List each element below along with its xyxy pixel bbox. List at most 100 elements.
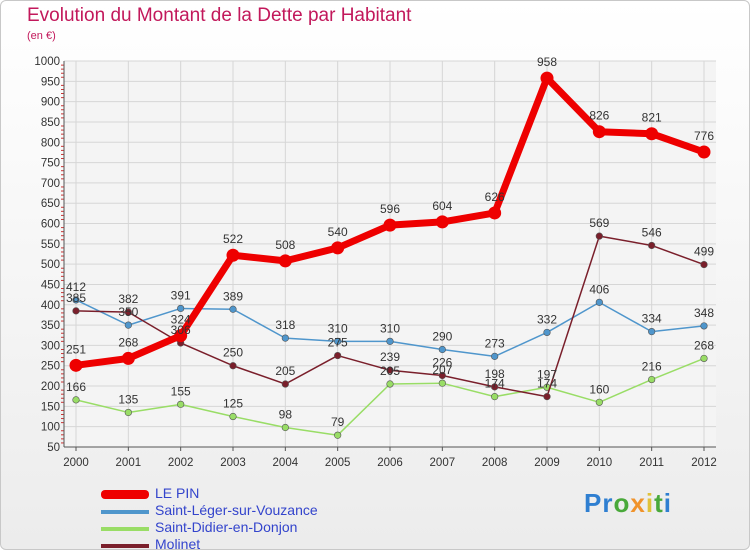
y-tick-label: 850 bbox=[41, 117, 60, 129]
legend-label: Saint-Léger-sur-Vouzance bbox=[155, 502, 318, 518]
data-point bbox=[648, 328, 656, 336]
data-point bbox=[383, 218, 397, 232]
data-label: 268 bbox=[694, 338, 714, 352]
data-label: 174 bbox=[537, 377, 557, 391]
data-label: 125 bbox=[223, 397, 243, 411]
legend-swatch bbox=[101, 544, 149, 548]
data-label: 268 bbox=[118, 335, 138, 349]
data-point bbox=[700, 322, 708, 330]
x-tick-label: 2003 bbox=[220, 457, 246, 469]
y-tick-label: 650 bbox=[41, 198, 60, 210]
legend-swatch bbox=[101, 490, 149, 499]
x-tick-label: 2006 bbox=[377, 457, 403, 469]
data-point bbox=[124, 308, 132, 316]
y-tick-label: 150 bbox=[41, 401, 60, 413]
y-tick-label: 700 bbox=[41, 178, 60, 190]
data-label: 776 bbox=[694, 129, 714, 143]
data-point bbox=[124, 408, 132, 417]
data-point bbox=[72, 307, 80, 315]
data-label: 135 bbox=[118, 392, 138, 406]
data-label: 205 bbox=[380, 364, 400, 378]
data-point bbox=[386, 366, 394, 374]
x-tick-label: 2008 bbox=[482, 457, 508, 469]
data-label: 197 bbox=[537, 367, 557, 381]
y-tick-label: 450 bbox=[41, 279, 60, 291]
data-point bbox=[72, 396, 80, 404]
data-label: 626 bbox=[485, 190, 505, 204]
data-point bbox=[491, 383, 499, 391]
y-tick-label: 300 bbox=[41, 340, 60, 352]
data-label: 958 bbox=[537, 55, 557, 69]
data-label: 166 bbox=[66, 380, 86, 394]
data-label: 275 bbox=[328, 336, 348, 350]
data-point bbox=[595, 398, 603, 406]
data-label: 596 bbox=[380, 202, 400, 216]
data-point bbox=[72, 296, 80, 304]
data-point bbox=[438, 379, 446, 387]
data-point bbox=[281, 423, 289, 432]
x-tick-label: 2001 bbox=[116, 457, 142, 469]
data-label: 174 bbox=[485, 377, 505, 391]
data-point bbox=[69, 358, 83, 372]
y-tick-label: 50 bbox=[47, 442, 60, 454]
data-label: 98 bbox=[279, 407, 293, 421]
x-tick-label: 2011 bbox=[639, 457, 664, 469]
legend-swatch bbox=[101, 510, 149, 514]
data-point bbox=[592, 125, 606, 139]
data-label: 508 bbox=[275, 238, 295, 252]
data-point bbox=[595, 232, 603, 240]
data-point bbox=[595, 298, 603, 306]
legend-swatch bbox=[101, 527, 149, 531]
data-label: 198 bbox=[485, 367, 505, 381]
x-tick-label: 2002 bbox=[168, 457, 194, 469]
data-point bbox=[229, 362, 237, 370]
data-point bbox=[334, 351, 342, 360]
chart-title: Evolution du Montant de la Dette par Hab… bbox=[27, 5, 412, 26]
data-point bbox=[121, 351, 135, 365]
data-label: 406 bbox=[589, 282, 609, 296]
data-point bbox=[331, 241, 345, 255]
data-label: 310 bbox=[328, 321, 348, 335]
data-label: 385 bbox=[66, 291, 86, 305]
chart-subtitle: (en €) bbox=[27, 30, 56, 42]
data-label: 826 bbox=[589, 109, 609, 123]
y-tick-label: 800 bbox=[41, 137, 60, 149]
data-label: 540 bbox=[328, 225, 348, 239]
data-label: 324 bbox=[171, 313, 191, 327]
data-label: 290 bbox=[432, 329, 452, 343]
data-label: 160 bbox=[589, 382, 609, 396]
data-label: 226 bbox=[432, 355, 452, 369]
data-label: 332 bbox=[537, 312, 557, 326]
y-tick-label: 1000 bbox=[34, 56, 60, 68]
data-point bbox=[540, 71, 554, 85]
data-point bbox=[177, 304, 185, 313]
y-tick-label: 100 bbox=[41, 422, 60, 434]
data-label: 334 bbox=[642, 312, 662, 326]
data-label: 205 bbox=[275, 364, 295, 378]
legend-label: LE PIN bbox=[155, 485, 200, 501]
x-tick-label: 2005 bbox=[325, 457, 351, 469]
y-tick-label: 250 bbox=[41, 361, 60, 373]
data-label: 348 bbox=[694, 306, 714, 320]
data-point bbox=[435, 215, 449, 229]
x-tick-label: 2010 bbox=[587, 457, 613, 469]
y-tick-label: 350 bbox=[41, 320, 60, 332]
data-label: 207 bbox=[432, 363, 452, 377]
data-label: 251 bbox=[66, 342, 86, 356]
proxiti-logo: Proxiti bbox=[584, 488, 672, 518]
data-point bbox=[386, 380, 394, 388]
data-point bbox=[700, 260, 708, 269]
data-label: 391 bbox=[171, 288, 191, 302]
data-point bbox=[697, 145, 711, 159]
data-label: 79 bbox=[331, 415, 345, 429]
y-tick-label: 600 bbox=[41, 219, 60, 231]
data-point bbox=[334, 337, 342, 345]
data-label: 546 bbox=[642, 225, 662, 239]
data-label: 216 bbox=[642, 360, 662, 374]
data-point bbox=[124, 321, 132, 329]
data-label: 250 bbox=[223, 346, 243, 360]
data-point bbox=[648, 241, 656, 250]
data-label: 382 bbox=[118, 292, 138, 306]
data-point bbox=[386, 337, 394, 345]
